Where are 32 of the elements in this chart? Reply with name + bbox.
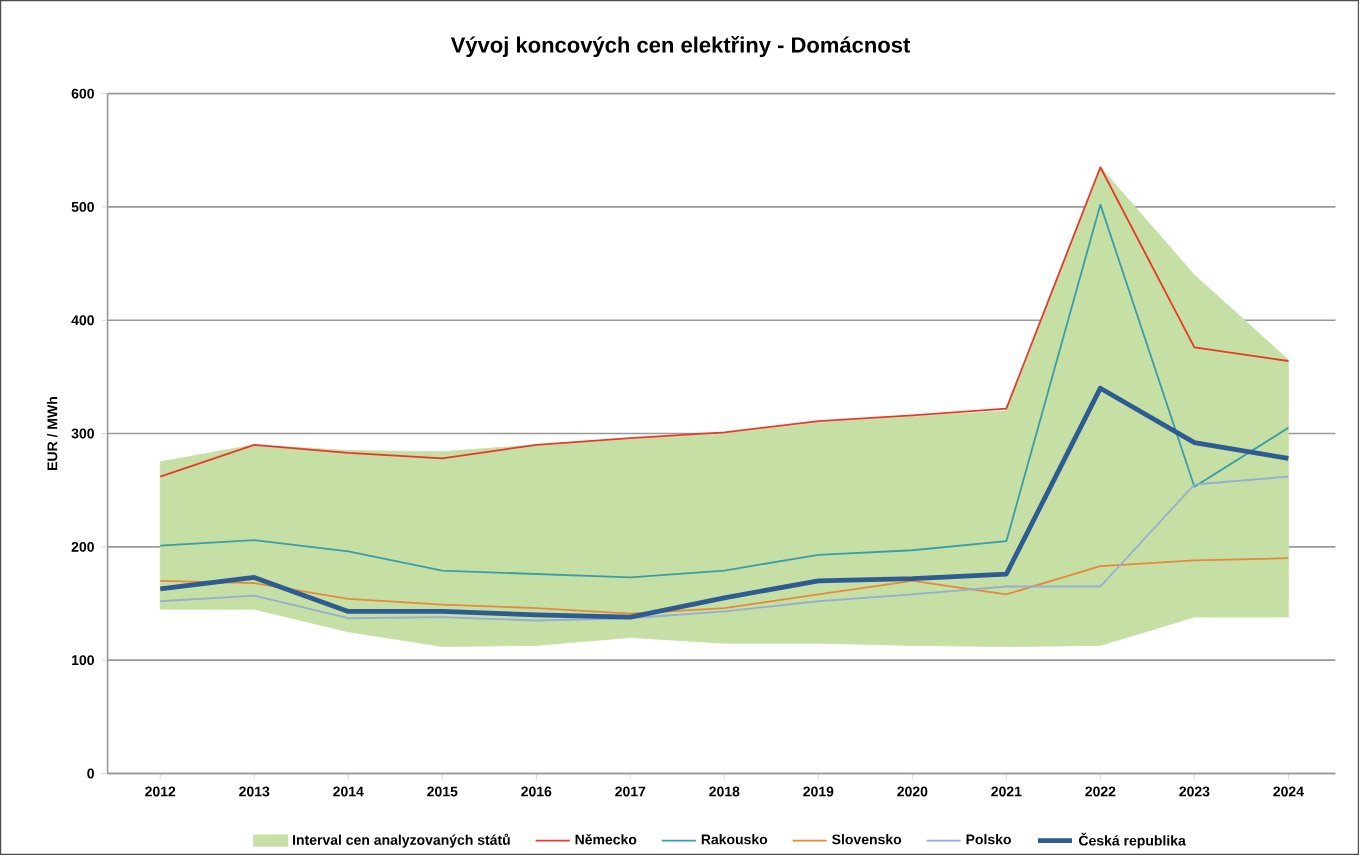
- legend-label: Rakousko: [701, 833, 768, 845]
- chart-title: Vývoj koncových cen elektřiny - Domácnost: [450, 35, 911, 57]
- line-series: [159, 557, 1290, 615]
- line-series: [159, 166, 1290, 478]
- x-tick-label: 2019: [803, 786, 834, 797]
- x-tick-label: 2017: [615, 786, 646, 797]
- x-tick-label: 2021: [991, 786, 1022, 797]
- line-series: [157, 385, 1291, 620]
- x-tick-label: 2022: [1085, 786, 1116, 797]
- legend-label: Česká republika: [1079, 832, 1186, 849]
- legend-label: Interval cen analyzovaných států: [293, 833, 510, 848]
- line-series: [159, 475, 1290, 622]
- y-tick-label: 300: [71, 428, 94, 439]
- y-tick-label: 500: [71, 201, 94, 212]
- y-tick-label: 400: [71, 315, 94, 325]
- y-tick-label: 200: [71, 541, 94, 552]
- x-tick-label: 2013: [239, 786, 270, 797]
- legend-label: Polsko: [966, 833, 1011, 845]
- x-tick-label: 2015: [427, 786, 458, 797]
- x-tick-label: 2016: [521, 786, 552, 797]
- x-tick-label: 2018: [709, 786, 740, 797]
- y-tick-label: 0: [87, 768, 94, 779]
- x-tick-label: 2024: [1273, 786, 1304, 797]
- x-tick-label: 2023: [1179, 786, 1210, 797]
- legend-label: Slovensko: [832, 833, 902, 845]
- x-tick-label: 2012: [145, 786, 176, 797]
- x-tick-label: 2020: [897, 786, 928, 797]
- y-axis-title: EUR / MWh: [47, 396, 58, 470]
- y-tick-label: 600: [71, 88, 94, 99]
- y-tick-label: 100: [72, 655, 94, 665]
- x-tick-label: 2014: [333, 786, 364, 797]
- legend-label: Německo: [575, 833, 637, 845]
